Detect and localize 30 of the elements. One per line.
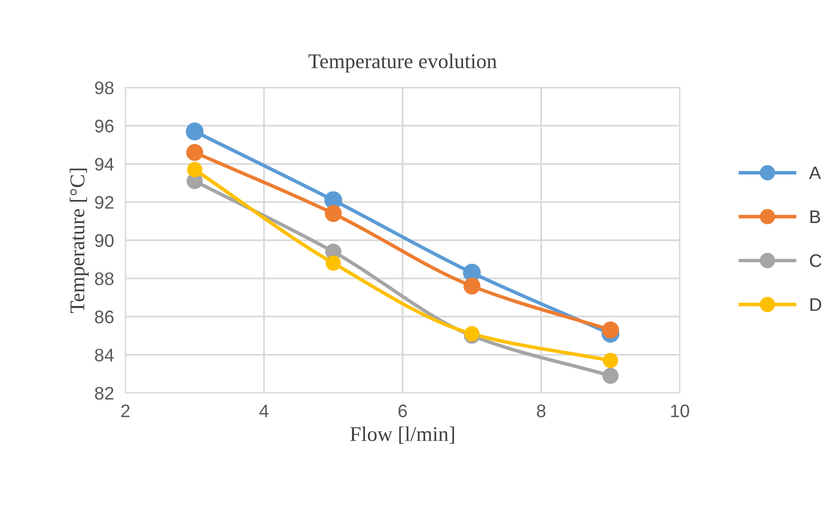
point bbox=[186, 144, 204, 161]
x-tick-label: 6 bbox=[398, 404, 407, 418]
point bbox=[326, 256, 341, 271]
point bbox=[324, 205, 342, 222]
y-tick-label: 84 bbox=[94, 348, 114, 362]
y-tick-label: 88 bbox=[94, 272, 114, 286]
y-tick-label: 98 bbox=[95, 81, 114, 94]
y-tick-label: 86 bbox=[94, 310, 114, 324]
y-tick-label: 90 bbox=[95, 234, 114, 247]
x-tick-label: 10 bbox=[671, 404, 690, 418]
legend-label: D bbox=[810, 298, 822, 311]
point bbox=[602, 368, 619, 384]
chart-title: Temperature evolution bbox=[308, 54, 497, 73]
legend-label: A bbox=[809, 166, 822, 180]
y-tick-label: 92 bbox=[95, 196, 114, 209]
y-tick-label: 94 bbox=[95, 158, 114, 171]
x-tick-label: 2 bbox=[121, 404, 130, 418]
legend-label: C bbox=[810, 254, 822, 268]
y-tick-label: 96 bbox=[95, 120, 114, 132]
x-tick-label: 4 bbox=[259, 404, 268, 418]
y-axis-title: Temperature [°C] bbox=[70, 168, 89, 314]
legend-label: B bbox=[810, 210, 820, 223]
x-tick-label: 8 bbox=[536, 404, 546, 418]
x-axis-title: Flow [l/min] bbox=[350, 426, 454, 444]
point bbox=[186, 122, 204, 140]
point bbox=[187, 162, 202, 178]
point bbox=[602, 352, 618, 368]
point bbox=[463, 278, 480, 295]
point bbox=[602, 321, 619, 338]
y-tick-label: 82 bbox=[94, 386, 114, 400]
